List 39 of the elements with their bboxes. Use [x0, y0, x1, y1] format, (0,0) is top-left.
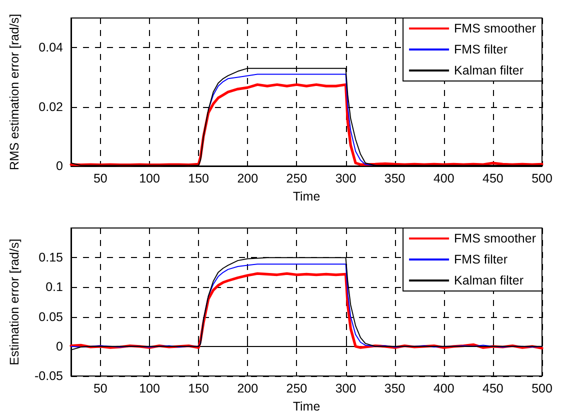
legend-label: FMS smoother	[454, 22, 536, 36]
y-axis-title: RMS estimation error [rad/s]	[8, 14, 22, 170]
line-series	[208, 74, 376, 166]
x-tick-label: 300	[335, 172, 356, 186]
x-axis-title: Time	[292, 399, 320, 414]
x-axis-title: Time	[292, 189, 320, 204]
y-tick-label: 0.15	[38, 250, 64, 265]
y-tick-label: 0.05	[38, 310, 64, 324]
legend-label: Kalman filter	[454, 64, 524, 78]
x-tick-label: 250	[286, 172, 308, 186]
x-tick-label: 300	[335, 382, 356, 396]
x-tick-label: 200	[237, 382, 258, 396]
x-tick-label: 350	[384, 172, 406, 186]
x-tick-label: 400	[433, 382, 454, 396]
y-tick-label: -0.05	[34, 369, 64, 383]
y-axis-title: Estimation error [rad/s]	[8, 238, 22, 366]
x-tick-label: 50	[93, 172, 108, 186]
x-tick-label: 500	[532, 172, 552, 186]
legend-label: FMS filter	[454, 252, 508, 266]
legend-label: Kalman filter	[454, 274, 524, 288]
x-tick-label: 500	[532, 382, 552, 396]
x-tick-label: 100	[139, 382, 160, 396]
legend-label: FMS filter	[454, 42, 508, 56]
y-tick-label: 0.1	[46, 280, 64, 294]
x-tick-label: 200	[237, 172, 258, 186]
x-tick-label: 50	[93, 382, 108, 396]
x-tick-label: 450	[482, 382, 504, 396]
legend-label: FMS smoother	[454, 232, 536, 246]
x-tick-label: 150	[188, 172, 210, 186]
y-tick-label: 0.04	[38, 40, 64, 55]
x-tick-label: 450	[482, 172, 504, 186]
x-tick-label: 150	[188, 382, 210, 396]
y-tick-label: 0	[56, 159, 64, 173]
x-tick-label: 100	[139, 172, 160, 186]
x-tick-label: 350	[384, 382, 406, 396]
y-tick-label: 0	[56, 339, 64, 354]
x-tick-label: 250	[286, 382, 308, 396]
y-tick-label: 0.02	[38, 100, 64, 114]
x-tick-label: 400	[433, 172, 454, 186]
